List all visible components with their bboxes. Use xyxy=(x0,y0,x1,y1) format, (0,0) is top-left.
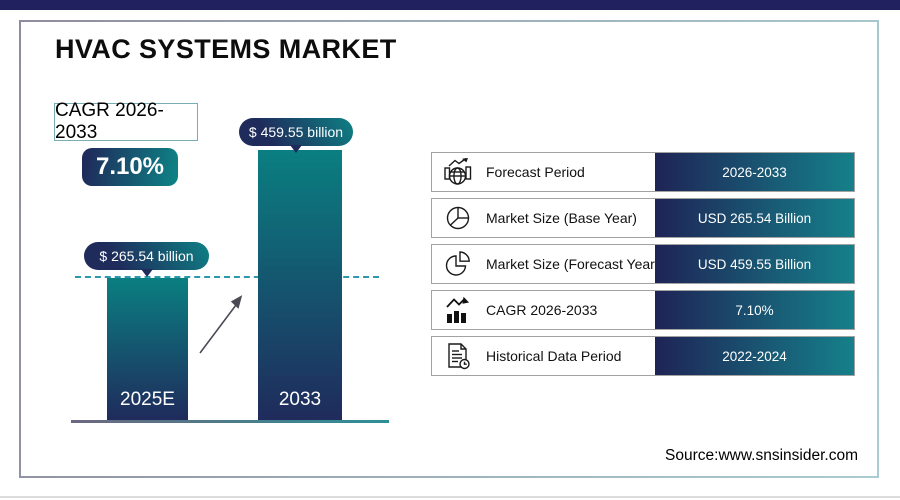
value-callout-2033-text: $ 459.55 billion xyxy=(248,124,344,140)
table-row-value: USD 265.54 Billion xyxy=(655,199,854,237)
table-row-left: Historical Data Period xyxy=(432,337,655,375)
growth-arrow-icon xyxy=(199,295,243,354)
document-clock-icon xyxy=(440,339,476,373)
source-attribution: Source:www.snsinsider.com xyxy=(665,447,858,464)
table-row-label: Historical Data Period xyxy=(486,348,622,364)
cagr-period-box: CAGR 2026-2033 xyxy=(54,100,198,143)
table-row-label: Market Size (Base Year) xyxy=(486,210,637,226)
bar-2033-label: 2033 xyxy=(278,389,322,410)
bar-chart-arrow-icon xyxy=(440,293,476,327)
bar-2025e-label: 2025E xyxy=(120,389,175,410)
table-row-left: Market Size (Base Year) xyxy=(432,199,655,237)
globe-growth-icon xyxy=(440,155,476,189)
value-callout-2025e: $ 265.54 billion xyxy=(84,242,209,270)
value-callout-2033-pointer xyxy=(290,145,302,153)
table-row: Forecast Period 2026-2033 xyxy=(431,152,855,192)
cagr-period-label: CAGR 2026-2033 xyxy=(55,100,164,143)
page-title: HVAC SYSTEMS MARKET xyxy=(55,34,397,64)
table-row-value: 7.10% xyxy=(655,291,854,329)
cagr-value-badge: 7.10% xyxy=(82,148,178,186)
table-row-left: Market Size (Forecast Year) xyxy=(432,245,660,283)
pie-chart-icon xyxy=(440,201,476,235)
bar-2033: 2033 xyxy=(258,150,342,420)
table-row: CAGR 2026-2033 7.10% xyxy=(431,290,855,330)
bottom-divider xyxy=(0,496,900,498)
cagr-value: 7.10% xyxy=(95,153,165,180)
table-row-left: CAGR 2026-2033 xyxy=(432,291,655,329)
table-row-label: Market Size (Forecast Year) xyxy=(486,256,660,272)
table-row: Historical Data Period 2022-2024 xyxy=(431,336,855,376)
summary-table: Forecast Period 2026-2033 Market Size (B… xyxy=(431,152,855,382)
table-row-value: 2026-2033 xyxy=(655,153,854,191)
table-row: Market Size (Base Year) USD 265.54 Billi… xyxy=(431,198,855,238)
table-row-label: CAGR 2026-2033 xyxy=(486,302,598,318)
reference-dashed-line xyxy=(75,276,379,278)
table-row-value: 2022-2024 xyxy=(655,337,854,375)
bar-2025e: 2025E xyxy=(107,278,188,420)
table-row-value: USD 459.55 Billion xyxy=(655,245,854,283)
value-callout-2025e-text: $ 265.54 billion xyxy=(99,248,194,264)
value-callout-2025e-pointer xyxy=(141,269,153,277)
table-row: Market Size (Forecast Year) USD 459.55 B… xyxy=(431,244,855,284)
table-row-left: Forecast Period xyxy=(432,153,655,191)
pie-chart-exploded-icon xyxy=(440,247,476,281)
table-row-label: Forecast Period xyxy=(486,164,585,180)
value-callout-2033: $ 459.55 billion xyxy=(239,118,353,146)
top-accent-bar xyxy=(0,0,900,10)
x-axis-line xyxy=(71,420,389,423)
